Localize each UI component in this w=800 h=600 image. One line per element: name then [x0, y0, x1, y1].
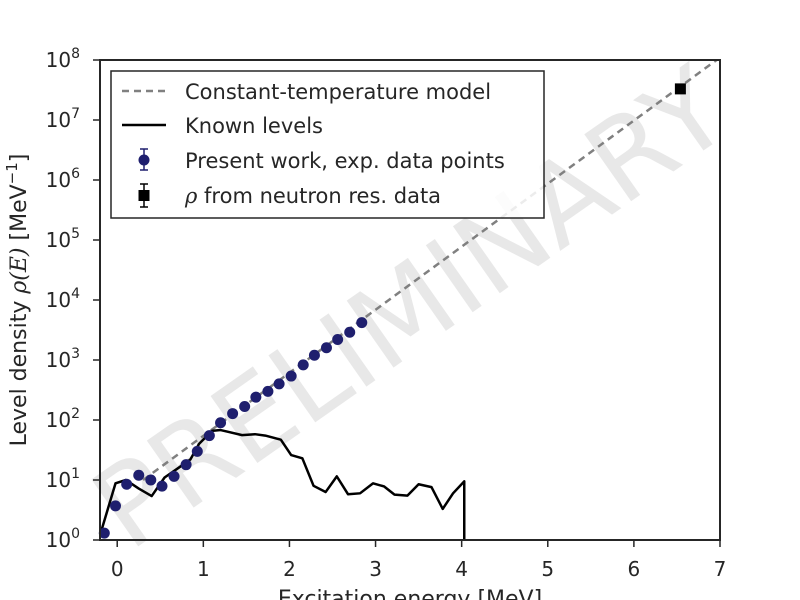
exp-data-point [356, 317, 368, 329]
x-tick-label: 6 [628, 557, 641, 581]
exp-data-point [285, 370, 297, 382]
y-tick-label: 104 [46, 286, 80, 312]
x-tick-label: 1 [197, 557, 210, 581]
exp-data-point [180, 459, 192, 471]
exp-data-point [98, 527, 110, 539]
x-axis-label: Excitation energy [MeV] [278, 587, 542, 600]
exp-data-point [156, 480, 168, 492]
legend-box [110, 70, 545, 219]
exp-data-point [320, 342, 332, 354]
y-tick-label: 102 [46, 406, 80, 432]
y-tick-label: 108 [46, 46, 80, 72]
y-tick-label: 105 [46, 226, 80, 252]
y-tick-label: 106 [46, 166, 80, 192]
y-tick-label: 100 [46, 526, 80, 552]
exp-data-point [133, 469, 145, 481]
y-tick-label: 107 [46, 106, 80, 132]
neutron-res-series [674, 83, 686, 95]
x-axis-ticks: 0 1 2 3 4 5 6 7 [111, 540, 727, 581]
exp-data-point [332, 333, 344, 345]
exp-data-point [250, 391, 262, 403]
exp-data-point [239, 400, 251, 412]
exp-data-point [308, 349, 320, 361]
x-tick-label: 3 [369, 557, 382, 581]
x-tick-label: 7 [714, 557, 727, 581]
legend-label-known-levels: Known levels [185, 114, 323, 138]
exp-data-point [297, 359, 309, 371]
x-tick-label: 0 [111, 557, 124, 581]
x-tick-label: 5 [541, 557, 554, 581]
exp-data-point [215, 417, 227, 429]
exp-data-point [262, 385, 274, 397]
y-axis-label: Level density ρ(E) [MeV−1] [3, 154, 32, 447]
x-tick-label: 2 [283, 557, 296, 581]
y-tick-label: 101 [46, 466, 80, 492]
y-tick-label: 103 [46, 346, 80, 372]
exp-data-point [344, 326, 356, 338]
exp-data-point [203, 430, 215, 442]
exp-data-point [121, 478, 133, 490]
neutron-res-point [674, 83, 686, 95]
legend-label-ct-model: Constant-temperature model [185, 80, 491, 104]
exp-data-point [168, 470, 180, 482]
exp-data-point [145, 474, 157, 486]
exp-data-point [110, 500, 121, 512]
legend: Constant-temperature model Known levels … [110, 70, 545, 219]
legend-entry-ct-model: Constant-temperature model [122, 80, 491, 104]
y-axis-ticks: 100 101 102 103 104 105 106 107 108 [46, 46, 100, 552]
legend-label-neutron-res: ρ from neutron res. data [184, 184, 441, 208]
legend-label-exp-points: Present work, exp. data points [185, 149, 505, 173]
legend-entry-exp-points: Present work, exp. data points [138, 148, 505, 173]
legend-marker-neutron-res [138, 190, 150, 201]
exp-data-point [273, 378, 285, 390]
legend-entry-neutron-res: ρ from neutron res. data [138, 183, 441, 208]
x-tick-label: 4 [455, 557, 468, 581]
exp-data-point [227, 408, 239, 420]
legend-entry-known-levels: Known levels [122, 114, 323, 138]
legend-marker-exp-points [138, 154, 150, 166]
exp-data-point [191, 445, 203, 457]
exp-points-series [98, 317, 368, 539]
